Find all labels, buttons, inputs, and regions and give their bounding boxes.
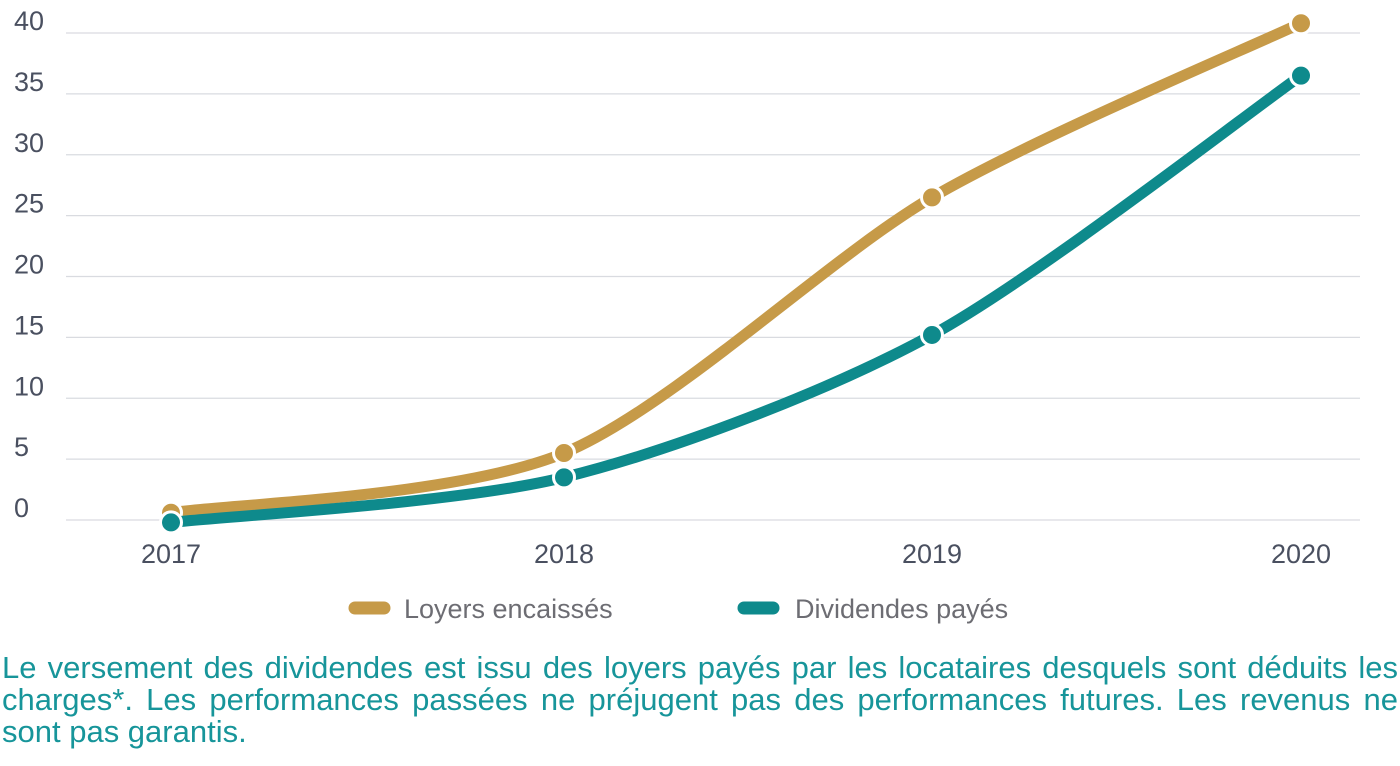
series-dividendes-payes <box>159 63 1313 535</box>
x-tick-label: 2020 <box>1271 539 1331 569</box>
y-tick-label: 35 <box>14 67 44 97</box>
x-tick-label: 2017 <box>141 539 201 569</box>
y-tick-label: 20 <box>14 250 44 280</box>
x-tick-label: 2019 <box>902 539 962 569</box>
y-tick-label: 5 <box>14 432 29 462</box>
series-lines <box>159 11 1313 535</box>
data-point <box>552 465 576 490</box>
data-point <box>1289 63 1313 88</box>
legend-item: Dividendes payés <box>737 594 1008 624</box>
y-tick-label: 0 <box>14 493 29 523</box>
gridlines <box>66 32 1360 521</box>
series-loyers-encaisses <box>159 11 1313 525</box>
y-tick-label: 15 <box>14 310 44 340</box>
line-chart: 0 5 10 15 20 25 30 35 40 2017 2018 2019 2020 Loyers… <box>14 6 1360 624</box>
series-line <box>165 17 1307 519</box>
legend: Loyers encaissés Dividendes payés <box>348 594 1008 624</box>
y-tick-label: 30 <box>14 128 44 158</box>
legend-label: Dividendes payés <box>795 594 1008 624</box>
series-line <box>165 70 1307 528</box>
y-tick-label: 25 <box>14 189 44 219</box>
legend-label: Loyers encaissés <box>404 594 613 624</box>
x-tick-label: 2018 <box>534 539 594 569</box>
data-point <box>552 441 576 466</box>
y-tick-label: 10 <box>14 371 44 401</box>
x-axis-ticks: 2017 2018 2019 2020 <box>141 539 1331 569</box>
caption-text: Le versement des dividendes est issu des… <box>2 650 1398 749</box>
y-axis-ticks: 0 5 10 15 20 25 30 35 40 <box>14 6 44 523</box>
y-tick-label: 40 <box>14 6 44 36</box>
legend-item: Loyers encaissés <box>348 594 613 624</box>
data-point <box>920 185 944 210</box>
data-point <box>1289 11 1313 36</box>
data-point <box>920 322 944 347</box>
data-point <box>159 510 183 535</box>
